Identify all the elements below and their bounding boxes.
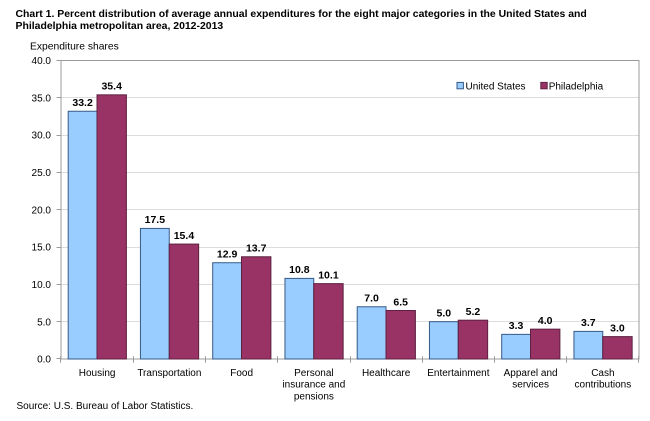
svg-text:20.0: 20.0 bbox=[32, 205, 52, 216]
svg-text:30.0: 30.0 bbox=[32, 131, 52, 142]
svg-text:17.5: 17.5 bbox=[145, 214, 166, 226]
svg-text:United States: United States bbox=[466, 81, 526, 92]
svg-text:pensions: pensions bbox=[294, 391, 334, 402]
svg-text:insurance and: insurance and bbox=[282, 380, 345, 391]
svg-text:Healthcare: Healthcare bbox=[362, 368, 411, 379]
svg-text:33.2: 33.2 bbox=[72, 97, 93, 109]
svg-text:Expenditure shares: Expenditure shares bbox=[30, 41, 119, 52]
svg-text:13.7: 13.7 bbox=[246, 243, 267, 255]
svg-text:5.2: 5.2 bbox=[466, 306, 481, 318]
svg-text:Transportation: Transportation bbox=[137, 368, 201, 379]
svg-text:3.0: 3.0 bbox=[610, 322, 625, 334]
svg-text:Food: Food bbox=[230, 368, 253, 379]
svg-text:10.8: 10.8 bbox=[289, 264, 310, 276]
svg-text:3.3: 3.3 bbox=[509, 320, 524, 332]
svg-text:0.0: 0.0 bbox=[37, 355, 51, 366]
svg-text:Philadelphia metropolitan area: Philadelphia metropolitan area, 2012-201… bbox=[16, 21, 224, 32]
svg-text:25.0: 25.0 bbox=[32, 168, 52, 179]
svg-text:35.4: 35.4 bbox=[101, 81, 122, 93]
svg-text:Entertainment: Entertainment bbox=[427, 368, 489, 379]
svg-text:Housing: Housing bbox=[79, 368, 116, 379]
svg-text:10.1: 10.1 bbox=[318, 269, 339, 281]
svg-text:40.0: 40.0 bbox=[32, 56, 52, 67]
svg-text:12.9: 12.9 bbox=[217, 249, 238, 261]
svg-text:15.4: 15.4 bbox=[174, 230, 195, 242]
svg-text:Cash: Cash bbox=[591, 368, 614, 379]
svg-text:services: services bbox=[512, 380, 549, 391]
svg-text:4.0: 4.0 bbox=[538, 315, 553, 327]
svg-text:contributions: contributions bbox=[575, 380, 632, 391]
svg-text:7.0: 7.0 bbox=[364, 293, 379, 305]
svg-text:Source: U.S. Bureau of Labor S: Source: U.S. Bureau of Labor Statistics. bbox=[17, 401, 194, 412]
svg-text:Philadelphia: Philadelphia bbox=[549, 81, 604, 92]
svg-text:5.0: 5.0 bbox=[437, 307, 452, 319]
svg-text:10.0: 10.0 bbox=[32, 280, 52, 291]
svg-text:Apparel and: Apparel and bbox=[504, 368, 558, 379]
svg-text:Personal: Personal bbox=[294, 368, 333, 379]
svg-text:15.0: 15.0 bbox=[32, 243, 52, 254]
svg-text:6.5: 6.5 bbox=[393, 296, 408, 308]
svg-text:35.0: 35.0 bbox=[32, 93, 52, 104]
svg-text:5.0: 5.0 bbox=[37, 317, 51, 328]
svg-text:3.7: 3.7 bbox=[581, 317, 596, 329]
svg-text:Chart 1. Percent distribution: Chart 1. Percent distribution of average… bbox=[16, 9, 587, 20]
